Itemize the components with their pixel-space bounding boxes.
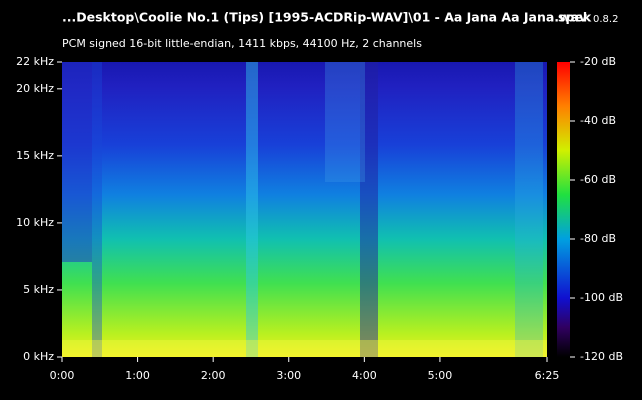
colorbar-tick-label: -40 dB [580, 114, 616, 127]
x-tick-label: 5:00 [428, 369, 453, 382]
y-tick-label: 0 kHz [23, 350, 54, 363]
y-tick-label: 10 kHz [16, 216, 54, 229]
spectrogram-shade [62, 62, 92, 262]
spectrogram-shade [515, 62, 543, 357]
colorbar-tick-label: -120 dB [580, 350, 623, 363]
app-version: 0.8.2 [593, 14, 618, 25]
x-tick-label: 4:00 [352, 369, 377, 382]
chart-title: ...Desktop\Coolie No.1 (Tips) [1995-ACDR… [62, 10, 587, 25]
colorbar-tick-label: -60 dB [580, 173, 616, 186]
spectrogram [62, 62, 547, 357]
y-tick-label: 22 kHz [16, 55, 54, 68]
colorbar-tick-label: -20 dB [580, 55, 616, 68]
x-tick-label: 6:25 [535, 369, 560, 382]
spectrogram-shade [246, 62, 258, 357]
spectrogram-shade [360, 62, 378, 357]
y-tick-label: 15 kHz [16, 149, 54, 162]
chart-subtitle: PCM signed 16-bit little-endian, 1411 kb… [62, 37, 422, 50]
x-tick-label: 0:00 [50, 369, 75, 382]
app-name: spek [558, 10, 592, 25]
x-tick-label: 2:00 [201, 369, 226, 382]
spectrogram-shade [325, 62, 365, 182]
spectrogram-shade [62, 340, 547, 357]
spectrogram-image [62, 62, 547, 357]
colorbar-tick-label: -80 dB [580, 232, 616, 245]
colorbar [557, 62, 570, 357]
y-tick-label: 5 kHz [23, 283, 54, 296]
colorbar-tick-label: -100 dB [580, 291, 623, 304]
x-tick-label: 3:00 [276, 369, 301, 382]
x-tick-label: 1:00 [125, 369, 150, 382]
spectrogram-shade [92, 62, 102, 357]
y-tick-label: 20 kHz [16, 82, 54, 95]
